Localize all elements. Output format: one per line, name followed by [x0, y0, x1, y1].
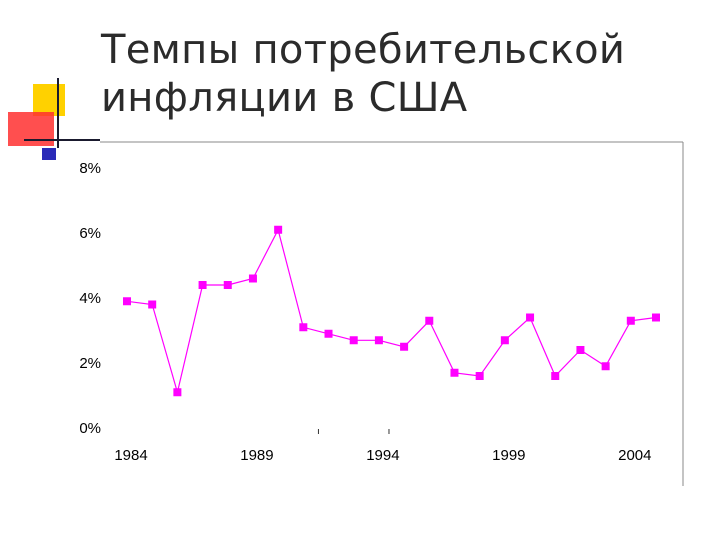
data-point [500, 336, 509, 345]
x-tick-label: 1999 [492, 447, 525, 464]
series-line [126, 228, 657, 395]
x-tick-label: 1984 [114, 447, 147, 464]
data-point [223, 281, 232, 289]
data-point [274, 225, 283, 234]
data-point [652, 313, 660, 322]
decor-yellow-square [33, 84, 65, 116]
y-tick-label: 0% [79, 420, 101, 437]
data-point [626, 316, 635, 325]
data-point [198, 281, 207, 289]
y-tick-label: 6% [79, 225, 101, 242]
data-point [248, 274, 257, 283]
series-points [123, 225, 660, 397]
data-point [526, 313, 535, 322]
data-point [475, 372, 484, 380]
data-point [576, 346, 585, 354]
data-point [374, 336, 383, 345]
x-tick-label: 2004 [618, 447, 651, 464]
data-point [425, 316, 434, 325]
y-tick-label: 8% [79, 160, 101, 177]
x-axis-ticks: 1984 1989 1994 1999 2004 [114, 447, 651, 464]
y-tick-label: 2% [79, 355, 101, 372]
x-axis-tick-marks [317, 429, 390, 434]
data-point [173, 388, 182, 397]
data-point [450, 368, 459, 377]
data-point [148, 300, 157, 309]
data-point [400, 342, 409, 351]
page-title-line-1: Темпы потребительской [101, 27, 626, 73]
y-tick-label: 4% [79, 290, 101, 307]
data-point [299, 323, 308, 332]
squares-cross-decoration [8, 78, 100, 160]
data-point [601, 362, 610, 371]
data-point [551, 372, 560, 380]
page-title: Темпы потребительской инфляции в США [101, 26, 701, 122]
page-title-line-2: инфляции в США [101, 75, 468, 121]
x-tick-label: 1989 [240, 447, 273, 464]
x-tick-label: 1994 [366, 447, 399, 464]
data-point [349, 336, 358, 345]
y-axis-ticks: 0% 2% 4% 6% 8% [79, 160, 101, 437]
decor-blue-square [42, 148, 56, 160]
data-point [123, 297, 131, 306]
data-point [324, 329, 333, 338]
